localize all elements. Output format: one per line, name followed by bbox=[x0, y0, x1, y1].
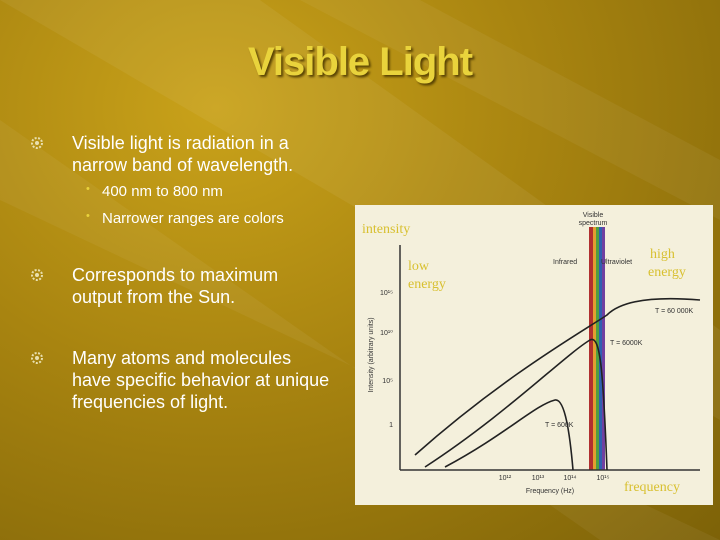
overlay-label: energy bbox=[408, 277, 446, 292]
curve bbox=[444, 399, 574, 471]
y-tick-label: 10⁵ bbox=[382, 378, 393, 385]
overlay-label: low bbox=[408, 259, 429, 274]
band-title: Visible bbox=[583, 212, 604, 219]
bullet-icon bbox=[31, 269, 43, 281]
overlay-label: high bbox=[650, 247, 675, 262]
curve-label: T = 6000K bbox=[610, 340, 643, 347]
x-tick-label: 10¹⁴ bbox=[563, 475, 576, 482]
overlay-label: frequency bbox=[624, 480, 680, 495]
region-label: Infrared bbox=[553, 259, 577, 266]
x-tick-label: 10¹² bbox=[499, 475, 512, 482]
curve bbox=[424, 338, 608, 471]
band-title: spectrum bbox=[579, 220, 608, 227]
overlay-label: intensity bbox=[362, 222, 411, 237]
bullet: Visible light is radiation in a narrow b… bbox=[72, 133, 294, 175]
curve bbox=[414, 297, 701, 456]
sub-bullet: Narrower ranges are colors bbox=[86, 210, 284, 227]
slide-title: Visible Light bbox=[247, 40, 473, 84]
bullet: Corresponds to maximum output from the S… bbox=[72, 265, 279, 307]
curve-label: T = 60 000K bbox=[655, 308, 694, 315]
x-tick-label: 10¹⁵ bbox=[596, 475, 609, 482]
spectrum-figure: Visible spectrum Infrared Ultraviolet T … bbox=[355, 205, 713, 505]
overlay-label: energy bbox=[648, 265, 686, 280]
y-tick-label: 10¹⁰ bbox=[380, 329, 393, 337]
bullet-icon bbox=[31, 352, 43, 364]
sub-bullet: 400 nm to 800 nm bbox=[86, 183, 223, 200]
bullet-icon bbox=[31, 137, 43, 149]
bullet: Many atoms and molecules have specific b… bbox=[72, 348, 330, 412]
curve-label: T = 600K bbox=[545, 422, 574, 429]
y-axis-title: Intensity (arbitrary units) bbox=[368, 317, 375, 392]
y-tick-label: 10¹⁵ bbox=[380, 290, 393, 297]
x-tick-label: 10¹³ bbox=[532, 475, 545, 482]
x-axis-title: Frequency (Hz) bbox=[526, 488, 574, 495]
region-label: Ultraviolet bbox=[601, 259, 632, 266]
figure-background bbox=[355, 205, 713, 505]
y-tick-label: 1 bbox=[389, 422, 393, 429]
